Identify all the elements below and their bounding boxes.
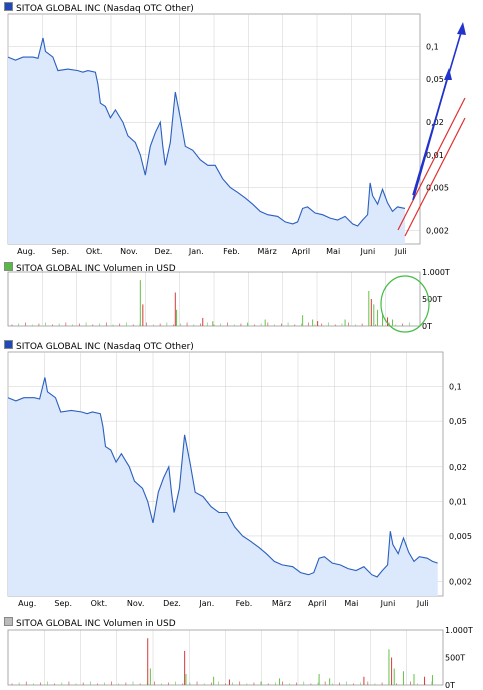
month-label: Jan. bbox=[188, 247, 204, 256]
volume-tick-label: 0T bbox=[422, 322, 432, 331]
price-chart-1: SITOA GLOBAL INC (Nasdaq OTC Other) SITO… bbox=[0, 0, 483, 340]
blue-arrow-icon bbox=[457, 22, 466, 35]
price-tick-label: 0,1 bbox=[449, 383, 462, 392]
volume-title: SITOA GLOBAL INC Volumen in USD bbox=[4, 617, 176, 629]
price-tick-label: 0,05 bbox=[449, 417, 467, 426]
volume-tick-label: 0T bbox=[445, 681, 455, 690]
volume-title-text: SITOA GLOBAL INC Volumen in USD bbox=[16, 264, 176, 274]
volume-tick-label: 1.000T bbox=[422, 268, 450, 277]
price-tick-label: 0,005 bbox=[449, 532, 472, 541]
price-area bbox=[8, 38, 405, 244]
price-tick-label: 0,01 bbox=[449, 497, 467, 506]
month-label: Feb. bbox=[236, 599, 253, 608]
month-label: Nov. bbox=[127, 599, 145, 608]
green-square-icon bbox=[4, 262, 13, 271]
volume-tick-label: 1.000T bbox=[445, 626, 473, 635]
price-title-text: SITOA GLOBAL INC (Nasdaq OTC Other) bbox=[16, 342, 194, 352]
price-tick-label: 0,1 bbox=[426, 43, 439, 52]
month-label: April bbox=[292, 247, 310, 256]
month-label: Okt. bbox=[91, 599, 108, 608]
volume-tick-label: 500T bbox=[445, 654, 465, 663]
volume-title: SITOA GLOBAL INC Volumen in USD bbox=[4, 262, 176, 274]
price-tick-label: 0,002 bbox=[449, 578, 472, 587]
price-tick-label: 0,01 bbox=[426, 151, 444, 160]
month-label: Aug. bbox=[18, 599, 36, 608]
price-tick-label: 0,002 bbox=[426, 226, 449, 235]
gray-square-icon bbox=[4, 617, 13, 626]
month-label: Okt. bbox=[86, 247, 103, 256]
volume-title-text: SITOA GLOBAL INC Volumen in USD bbox=[16, 619, 176, 629]
month-label: Jan. bbox=[198, 599, 214, 608]
chart-2-svg: 0,1 0,05 0,02 0,01 0,005 0,002 Aug. Sep. Okt. Nov… bbox=[7, 351, 473, 690]
red-trend-line-icon bbox=[404, 117, 466, 237]
price-tick-label: 0,005 bbox=[426, 183, 449, 192]
chart-1-svg: 0,10,050,020,010,0050,002Aug.Sep.Okt.Nov… bbox=[7, 13, 466, 333]
month-label: Feb. bbox=[223, 247, 240, 256]
price-tick-label: 0,02 bbox=[449, 463, 467, 472]
price-area bbox=[8, 377, 438, 596]
price-tick-label: 0,05 bbox=[426, 75, 444, 84]
price-line bbox=[7, 37, 406, 227]
price-line bbox=[7, 377, 438, 578]
month-label: März bbox=[272, 599, 291, 608]
month-label: Juni bbox=[380, 599, 396, 608]
month-label: Juli bbox=[416, 599, 429, 608]
volume-tick-label: 500T bbox=[422, 295, 442, 304]
price-title: SITOA GLOBAL INC (Nasdaq OTC Other) bbox=[4, 340, 194, 352]
price-title: SITOA GLOBAL INC (Nasdaq OTC Other) bbox=[4, 2, 194, 14]
blue-arrow-icon bbox=[412, 25, 464, 196]
month-label: Sep. bbox=[52, 247, 70, 256]
month-label: Dez. bbox=[163, 599, 181, 608]
month-label: Mai bbox=[326, 247, 340, 256]
month-label: Sep. bbox=[54, 599, 72, 608]
month-label: April bbox=[308, 599, 326, 608]
price-title-text: SITOA GLOBAL INC (Nasdaq OTC Other) bbox=[16, 4, 194, 14]
month-label: Juli bbox=[394, 247, 407, 256]
green-circle-icon bbox=[380, 275, 430, 333]
red-trend-line-icon bbox=[397, 97, 466, 231]
month-label: Dez. bbox=[155, 247, 173, 256]
month-label: März bbox=[258, 247, 277, 256]
month-label: Mai bbox=[344, 599, 358, 608]
blue-square-icon bbox=[4, 340, 13, 349]
price-chart-2: SITOA GLOBAL INC (Nasdaq OTC Other) SITO… bbox=[0, 338, 483, 690]
month-label: Aug. bbox=[17, 247, 35, 256]
month-label: Juni bbox=[360, 247, 376, 256]
blue-square-icon bbox=[4, 2, 13, 11]
month-label: Nov. bbox=[120, 247, 138, 256]
